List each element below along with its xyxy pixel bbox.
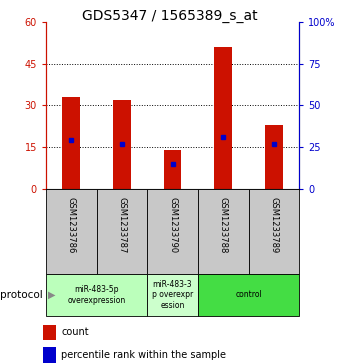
- FancyBboxPatch shape: [198, 189, 249, 274]
- Text: GDS5347 / 1565389_s_at: GDS5347 / 1565389_s_at: [82, 9, 258, 23]
- Bar: [214, 47, 232, 189]
- Text: GSM1233787: GSM1233787: [117, 197, 126, 254]
- Text: GSM1233790: GSM1233790: [168, 197, 177, 253]
- FancyBboxPatch shape: [249, 189, 299, 274]
- Text: percentile rank within the sample: percentile rank within the sample: [61, 350, 226, 360]
- FancyBboxPatch shape: [147, 274, 198, 316]
- FancyBboxPatch shape: [198, 274, 299, 316]
- Text: ▶: ▶: [48, 290, 55, 300]
- Text: protocol: protocol: [0, 290, 42, 300]
- Text: GSM1233789: GSM1233789: [269, 197, 278, 253]
- Text: control: control: [235, 290, 262, 299]
- Bar: [42, 347, 55, 363]
- Bar: [42, 325, 55, 340]
- Bar: [164, 150, 182, 189]
- FancyBboxPatch shape: [46, 189, 97, 274]
- Text: GSM1233786: GSM1233786: [67, 197, 76, 254]
- FancyBboxPatch shape: [147, 189, 198, 274]
- Bar: [265, 125, 283, 189]
- Bar: [113, 100, 131, 189]
- Text: count: count: [61, 327, 89, 337]
- Text: miR-483-5p
overexpression: miR-483-5p overexpression: [67, 285, 126, 305]
- FancyBboxPatch shape: [97, 189, 147, 274]
- FancyBboxPatch shape: [46, 274, 147, 316]
- Text: GSM1233788: GSM1233788: [219, 197, 228, 254]
- Text: miR-483-3
p overexpr
ession: miR-483-3 p overexpr ession: [152, 280, 193, 310]
- Bar: [62, 97, 80, 189]
